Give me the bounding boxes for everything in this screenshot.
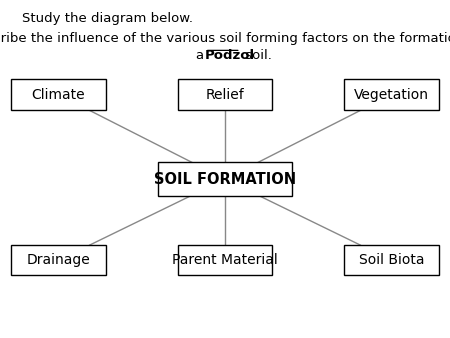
FancyBboxPatch shape xyxy=(158,162,292,196)
Text: Drainage: Drainage xyxy=(27,253,90,267)
FancyBboxPatch shape xyxy=(178,245,272,275)
Text: Climate: Climate xyxy=(32,88,86,102)
Text: Vegetation: Vegetation xyxy=(354,88,429,102)
Text: SOIL FORMATION: SOIL FORMATION xyxy=(154,172,296,187)
FancyBboxPatch shape xyxy=(344,245,439,275)
Text: soil.: soil. xyxy=(241,49,272,62)
FancyBboxPatch shape xyxy=(344,79,439,110)
FancyBboxPatch shape xyxy=(11,245,106,275)
FancyBboxPatch shape xyxy=(11,79,106,110)
Text: Study the diagram below.: Study the diagram below. xyxy=(22,12,194,25)
Text: Parent Material: Parent Material xyxy=(172,253,278,267)
FancyBboxPatch shape xyxy=(178,79,272,110)
Text: Describe the influence of the various soil forming factors on the formation of: Describe the influence of the various so… xyxy=(0,32,450,45)
Text: a: a xyxy=(196,49,208,62)
Text: Podzol: Podzol xyxy=(205,49,255,62)
Text: Soil Biota: Soil Biota xyxy=(359,253,424,267)
Text: Relief: Relief xyxy=(206,88,244,102)
